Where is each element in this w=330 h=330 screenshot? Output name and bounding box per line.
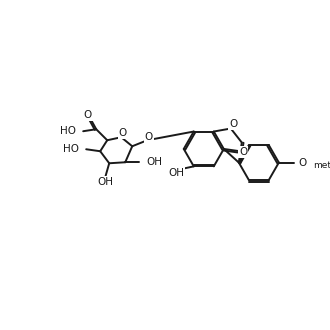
Text: O: O [239,147,247,157]
Text: methyl: methyl [313,161,330,170]
Text: OH: OH [146,157,162,167]
Text: HO: HO [63,144,79,154]
Text: O: O [119,128,127,138]
Text: O: O [84,110,92,120]
Text: HO: HO [60,126,76,136]
Text: OH: OH [168,168,184,178]
Text: OH: OH [97,177,113,187]
Text: O: O [229,119,237,129]
Text: O: O [145,132,153,142]
Text: O: O [298,157,307,168]
